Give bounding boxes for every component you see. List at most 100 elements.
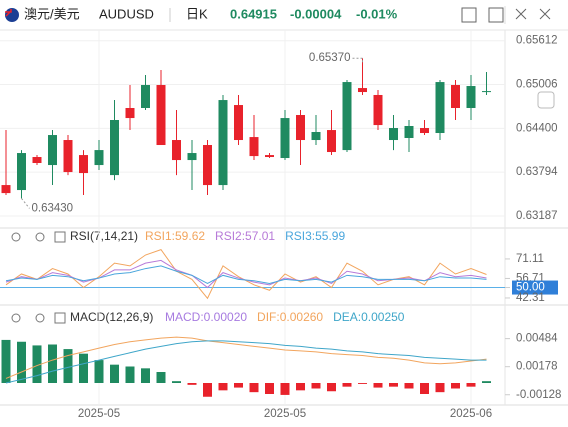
rsi-line	[5, 249, 487, 300]
add-icon[interactable]	[54, 312, 66, 324]
close-icon[interactable]	[539, 8, 551, 20]
macd-header: MACD(12,26,9)	[11, 310, 153, 324]
draw-icon[interactable]	[461, 7, 477, 23]
candle-body	[48, 135, 57, 166]
legend-entry: DIF:0.00260	[257, 310, 323, 324]
y-tick-label: 0.65006	[516, 79, 558, 91]
macd-bar	[358, 383, 367, 384]
candle-body	[451, 85, 460, 108]
y-tick-label: 0.63187	[516, 210, 558, 222]
macd-bar	[32, 345, 42, 383]
eye-icon[interactable]	[11, 313, 21, 323]
macd-bar	[141, 368, 150, 383]
macd-bar	[172, 381, 181, 383]
candle-body	[32, 157, 42, 164]
change: -0.00004	[290, 6, 342, 21]
rsi-header: RSI(7,14,21)	[11, 229, 138, 243]
candle-body	[296, 115, 305, 141]
macd-bar	[265, 383, 274, 394]
macd-bar	[63, 349, 73, 383]
y-tick-label: 0.00178	[516, 361, 558, 373]
y-tick-label: 50.00	[516, 282, 545, 294]
legend-entry: MACD:0.00020	[165, 310, 247, 324]
candle-body	[218, 100, 228, 186]
macd-bar	[218, 383, 228, 391]
candle-body	[280, 118, 290, 159]
y-tick-label: 71.11	[516, 253, 544, 265]
macd-bar	[420, 383, 429, 394]
y-tick-label: 0.65612	[516, 35, 558, 47]
x-tick-label: 2025-05	[78, 408, 120, 420]
expand-icon[interactable]	[515, 8, 527, 20]
add-icon[interactable]	[54, 231, 66, 243]
candle-body	[249, 137, 259, 157]
y-tick-label: 0.64400	[516, 122, 558, 134]
macd-line	[5, 340, 487, 384]
eye-icon[interactable]	[11, 232, 21, 242]
settings-icon[interactable]	[35, 313, 45, 323]
candle-body	[156, 85, 166, 146]
candle-body	[466, 86, 476, 108]
annotation-line	[352, 57, 363, 63]
indicator-icon[interactable]	[488, 7, 504, 23]
pair-name: 澳元/美元	[24, 6, 80, 21]
macd-bar	[79, 353, 88, 383]
macd-bar	[296, 383, 305, 391]
macd-bar	[342, 383, 352, 387]
macd-bar	[435, 383, 445, 393]
candle-body	[141, 85, 150, 108]
macd-bar	[94, 360, 104, 383]
candle-body	[203, 145, 212, 186]
y-tick-label: -0.00128	[516, 389, 561, 401]
y-tick-label: 42.31	[516, 292, 545, 304]
macd-bar	[1, 339, 11, 383]
macd-bar	[466, 383, 476, 387]
macd-bar	[203, 383, 212, 397]
macd-bar	[17, 341, 26, 383]
candle-body	[420, 128, 429, 134]
macd-bar	[327, 383, 336, 392]
macd-line	[5, 336, 487, 379]
settings-icon[interactable]	[35, 232, 45, 242]
macd-bar	[482, 381, 491, 383]
candle-body	[172, 140, 181, 161]
header: 澳元/美元 AUDUSD 日K 0.64915 -0.00004 -0.01%	[5, 6, 551, 24]
candle-body	[435, 82, 445, 134]
macd-bar	[404, 383, 414, 389]
candle-body	[311, 132, 321, 141]
candle-body	[373, 94, 383, 126]
macd-bar	[311, 383, 321, 389]
tick-highlight	[512, 280, 558, 295]
annotation: 0.65370	[309, 52, 351, 64]
candle-body	[187, 153, 197, 161]
candle-body	[404, 126, 414, 138]
candle-body	[125, 108, 135, 119]
macd-bar	[234, 383, 243, 388]
candle-body	[110, 120, 119, 176]
candle-body	[94, 150, 104, 166]
symbol: AUDUSD	[99, 6, 154, 21]
macd-bar	[389, 383, 398, 387]
x-tick-label: 2025-06	[450, 408, 492, 420]
scroll-icon[interactable]	[537, 91, 555, 109]
macd-bar	[249, 383, 259, 393]
legend-entry: RSI2:57.01	[215, 229, 275, 243]
candle-body	[1, 185, 11, 194]
candle-body	[79, 155, 88, 174]
candle-body	[17, 153, 26, 191]
legend-entry: DEA:0.00250	[333, 310, 405, 324]
candle-body	[358, 88, 367, 93]
y-tick-label: 0.63794	[516, 166, 558, 178]
candle-body	[63, 140, 73, 173]
macd-bar	[110, 364, 119, 383]
period[interactable]: 日K	[186, 6, 208, 21]
candle-body	[389, 128, 398, 141]
x-tick-label: 2025-05	[264, 408, 306, 420]
panel-title: RSI(7,14,21)	[70, 229, 138, 243]
legend-entry: RSI1:59.62	[145, 229, 205, 243]
candle-body	[265, 155, 274, 158]
macd-bar	[280, 383, 290, 395]
flag-icon	[5, 9, 12, 17]
